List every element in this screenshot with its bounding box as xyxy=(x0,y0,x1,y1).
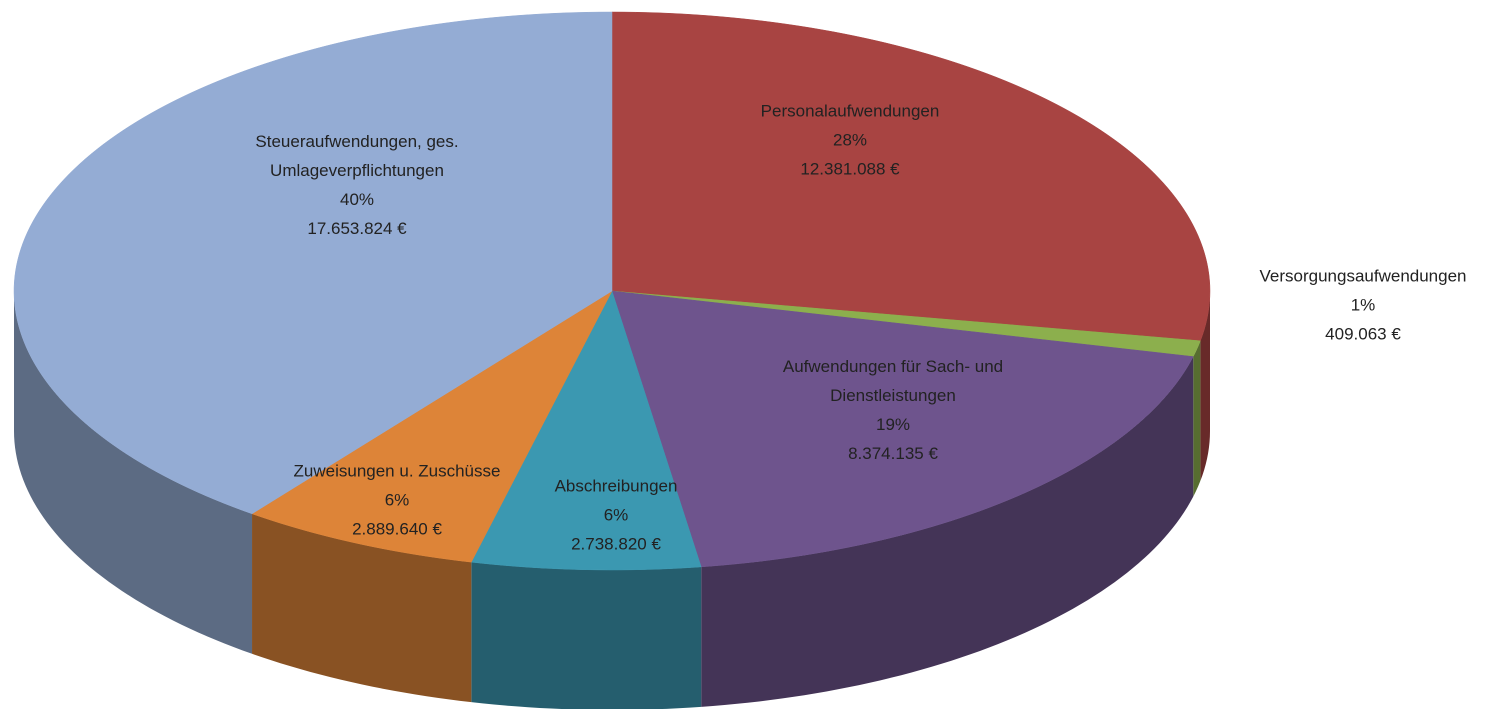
label-percent: 40% xyxy=(339,190,375,209)
slice xyxy=(470,290,702,571)
label-name: Aufwendungen für Sach- und Dienstleistun… xyxy=(782,357,1004,405)
label-percent: 19% xyxy=(875,415,911,434)
label-name: Abschreibungen xyxy=(554,476,678,496)
slice xyxy=(611,11,1211,342)
label-value: 17.653.824 € xyxy=(307,219,407,238)
slice-side xyxy=(1200,291,1210,481)
label-name: Steueraufwendungen, ges. Umlageverpflich… xyxy=(255,132,459,180)
data-label: Steueraufwendungen, ges. Umlageverpflich… xyxy=(227,127,487,243)
label-value: 8.374.135 € xyxy=(848,444,938,463)
data-label: Versorgungsaufwendungen 1% 409.063 € xyxy=(1213,262,1509,349)
data-label: Zuweisungen u. Zuschüsse 6% 2.889.640 € xyxy=(267,457,527,544)
label-percent: 6% xyxy=(384,490,410,510)
label-name: Personalaufwendungen xyxy=(760,101,940,121)
slice-side xyxy=(1193,340,1201,497)
label-value: 12.381.088 € xyxy=(800,159,900,179)
label-name: Versorgungsaufwendungen xyxy=(1259,266,1467,286)
data-label: Aufwendungen für Sach- und Dienstleistun… xyxy=(743,352,1043,468)
slice xyxy=(251,290,613,563)
label-value: 2.738.820 € xyxy=(571,534,661,554)
label-percent: 1% xyxy=(1350,295,1376,315)
slice xyxy=(13,11,613,515)
slice-side xyxy=(701,356,1194,707)
data-label: Abschreibungen 6% 2.738.820 € xyxy=(516,472,716,559)
label-percent: 28% xyxy=(832,130,868,150)
slice xyxy=(611,290,1194,568)
label-name: Zuweisungen u. Zuschüsse xyxy=(293,461,501,481)
label-value: 409.063 € xyxy=(1325,324,1401,344)
label-value: 2.889.640 € xyxy=(352,519,442,539)
slice-side xyxy=(252,513,472,703)
slice-side xyxy=(471,562,702,709)
label-percent: 6% xyxy=(603,505,629,525)
slice-side xyxy=(14,291,253,654)
data-label: Personalaufwendungen 28% 12.381.088 € xyxy=(720,97,980,184)
